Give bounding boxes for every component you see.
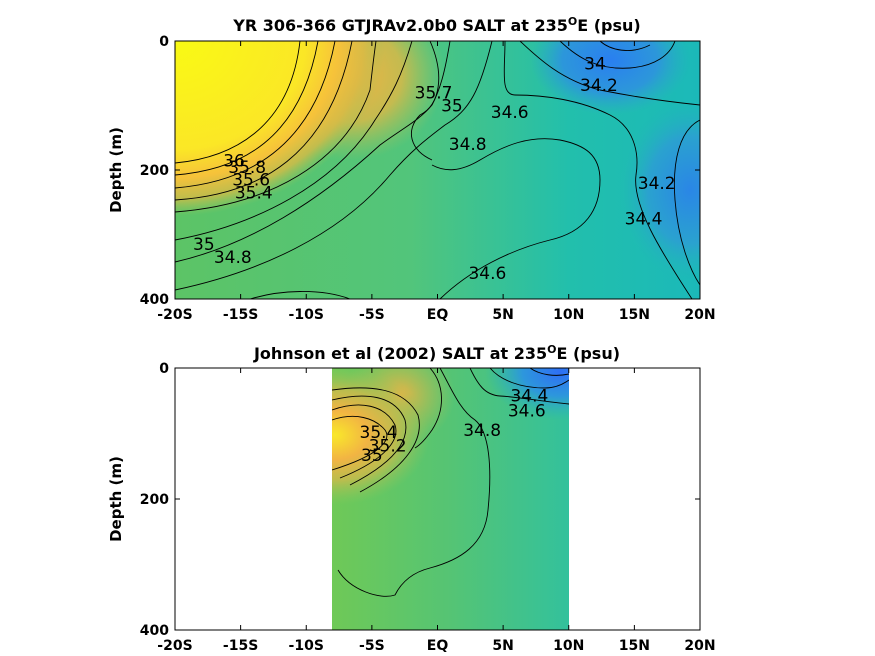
x-tick-label: -10S	[289, 638, 324, 654]
y-tick-label: 400	[140, 623, 169, 639]
x-tick-label: 20N	[684, 638, 715, 654]
x-tick-label: -20S	[157, 307, 192, 323]
contour-label: 34	[584, 55, 606, 75]
contour-label: 34.4	[510, 387, 548, 407]
contour-label: 34.8	[449, 135, 487, 155]
contour-label: 35.4	[235, 184, 273, 204]
y-tick-label: 400	[140, 292, 169, 308]
y-ticks-bottom: 0 200 400	[140, 361, 700, 639]
y-tick-label: 200	[140, 163, 169, 179]
y-tick-label: 0	[159, 34, 169, 50]
salinity-field-bottom	[332, 368, 569, 630]
contour-label: 34.6	[468, 264, 506, 284]
x-tick-label: EQ	[427, 307, 449, 323]
x-tick-label: EQ	[427, 638, 449, 654]
contour-label-layer-bottom: 34.434.6 34.8 35.435.235	[360, 387, 549, 467]
contour-label: 34.8	[214, 248, 252, 268]
contour-label: 35	[361, 446, 383, 466]
x-tick-label: 5N	[492, 307, 513, 323]
y-tick-label: 0	[159, 361, 169, 377]
x-tick-label: -15S	[223, 638, 258, 654]
x-ticks-bottom: -20S -15S -10S -5S EQ 5N 10N 15N 20N	[157, 368, 716, 654]
x-tick-label: 10N	[553, 307, 584, 323]
contour-label: 34.2	[638, 174, 676, 194]
contour-lines-bottom	[332, 368, 569, 597]
x-tick-label: -10S	[289, 307, 324, 323]
title-top: YR 306-366 GTJRAv2.0b0 SALT at 235OE (ps…	[232, 15, 640, 35]
x-tick-label: 5N	[492, 638, 513, 654]
x-tick-label: -5S	[359, 307, 385, 323]
contour-label: 35.8	[228, 158, 266, 178]
contour-label: 36	[223, 151, 245, 171]
y-axis-label-top: Depth (m)	[107, 127, 125, 213]
x-tick-label: -5S	[359, 638, 385, 654]
x-tick-label: 15N	[619, 638, 650, 654]
contour-label: 34.2	[580, 76, 618, 96]
y-ticks-top: 0 200 400	[140, 34, 700, 308]
contour-label: 34.8	[463, 421, 501, 441]
y-axis-label-bottom: Depth (m)	[107, 456, 125, 542]
contour-label: 35.7	[415, 84, 453, 104]
contour-label: 34.6	[508, 402, 546, 422]
panel-bottom: Johnson et al (2002) SALT at 235OE (psu)…	[107, 343, 716, 654]
contour-label: 35.6	[232, 171, 270, 191]
x-tick-label: -15S	[223, 307, 258, 323]
y-tick-label: 200	[140, 492, 169, 508]
x-tick-label: 15N	[619, 307, 650, 323]
contour-label: 34.4	[625, 209, 663, 229]
x-tick-label: 10N	[553, 638, 584, 654]
x-tick-label: -20S	[157, 638, 192, 654]
contour-label: 35	[441, 97, 463, 117]
contour-label: 34.6	[491, 103, 529, 123]
salinity-field-top	[175, 41, 700, 299]
contour-lines-top	[175, 41, 700, 299]
panel-top: YR 306-366 GTJRAv2.0b0 SALT at 235OE (ps…	[107, 15, 716, 323]
title-bottom: Johnson et al (2002) SALT at 235OE (psu)	[253, 343, 620, 363]
contour-label: 35.4	[360, 423, 398, 443]
x-ticks-top: -20S -15S -10S -5S EQ 5N 10N 15N 20N	[157, 41, 716, 323]
x-tick-label: 20N	[684, 307, 715, 323]
contour-label: 35.2	[369, 436, 407, 456]
contour-label: 35	[193, 235, 215, 255]
